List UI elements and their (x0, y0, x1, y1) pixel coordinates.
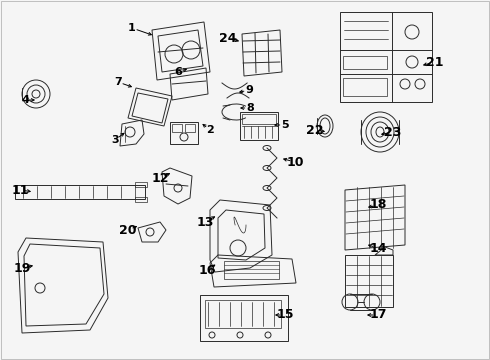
Bar (224, 261, 279, 279)
Text: 10: 10 (286, 156, 304, 168)
Text: 12: 12 (151, 171, 169, 184)
Text: 22: 22 (306, 123, 324, 136)
Bar (15, 185, 145, 199)
Text: 9: 9 (245, 85, 253, 95)
Bar (172, 124, 182, 132)
Bar (135, 197, 147, 202)
Bar (200, 295, 288, 341)
Text: 21: 21 (426, 55, 444, 68)
Text: 24: 24 (219, 31, 237, 45)
Text: 23: 23 (384, 126, 402, 139)
Text: 1: 1 (128, 23, 136, 33)
Text: 15: 15 (276, 309, 294, 321)
Text: 16: 16 (198, 264, 216, 276)
Text: 20: 20 (119, 224, 137, 237)
Bar (170, 122, 198, 144)
Text: 2: 2 (206, 125, 214, 135)
Bar (340, 12, 432, 102)
Text: 17: 17 (369, 309, 387, 321)
Bar (240, 112, 278, 140)
Text: 5: 5 (281, 120, 289, 130)
Bar (242, 114, 276, 124)
Text: 4: 4 (21, 95, 29, 105)
Text: 7: 7 (114, 77, 122, 87)
Text: 8: 8 (246, 103, 254, 113)
Bar (345, 255, 393, 307)
Text: 13: 13 (196, 216, 214, 229)
Bar (135, 182, 147, 187)
Text: 18: 18 (369, 198, 387, 211)
Text: 6: 6 (174, 67, 182, 77)
Bar (205, 300, 281, 328)
Bar (343, 78, 387, 96)
Text: 11: 11 (11, 184, 29, 197)
Bar (343, 56, 387, 69)
Text: 14: 14 (369, 242, 387, 255)
Text: 19: 19 (13, 261, 31, 274)
Text: 3: 3 (111, 135, 119, 145)
Bar (185, 124, 195, 132)
